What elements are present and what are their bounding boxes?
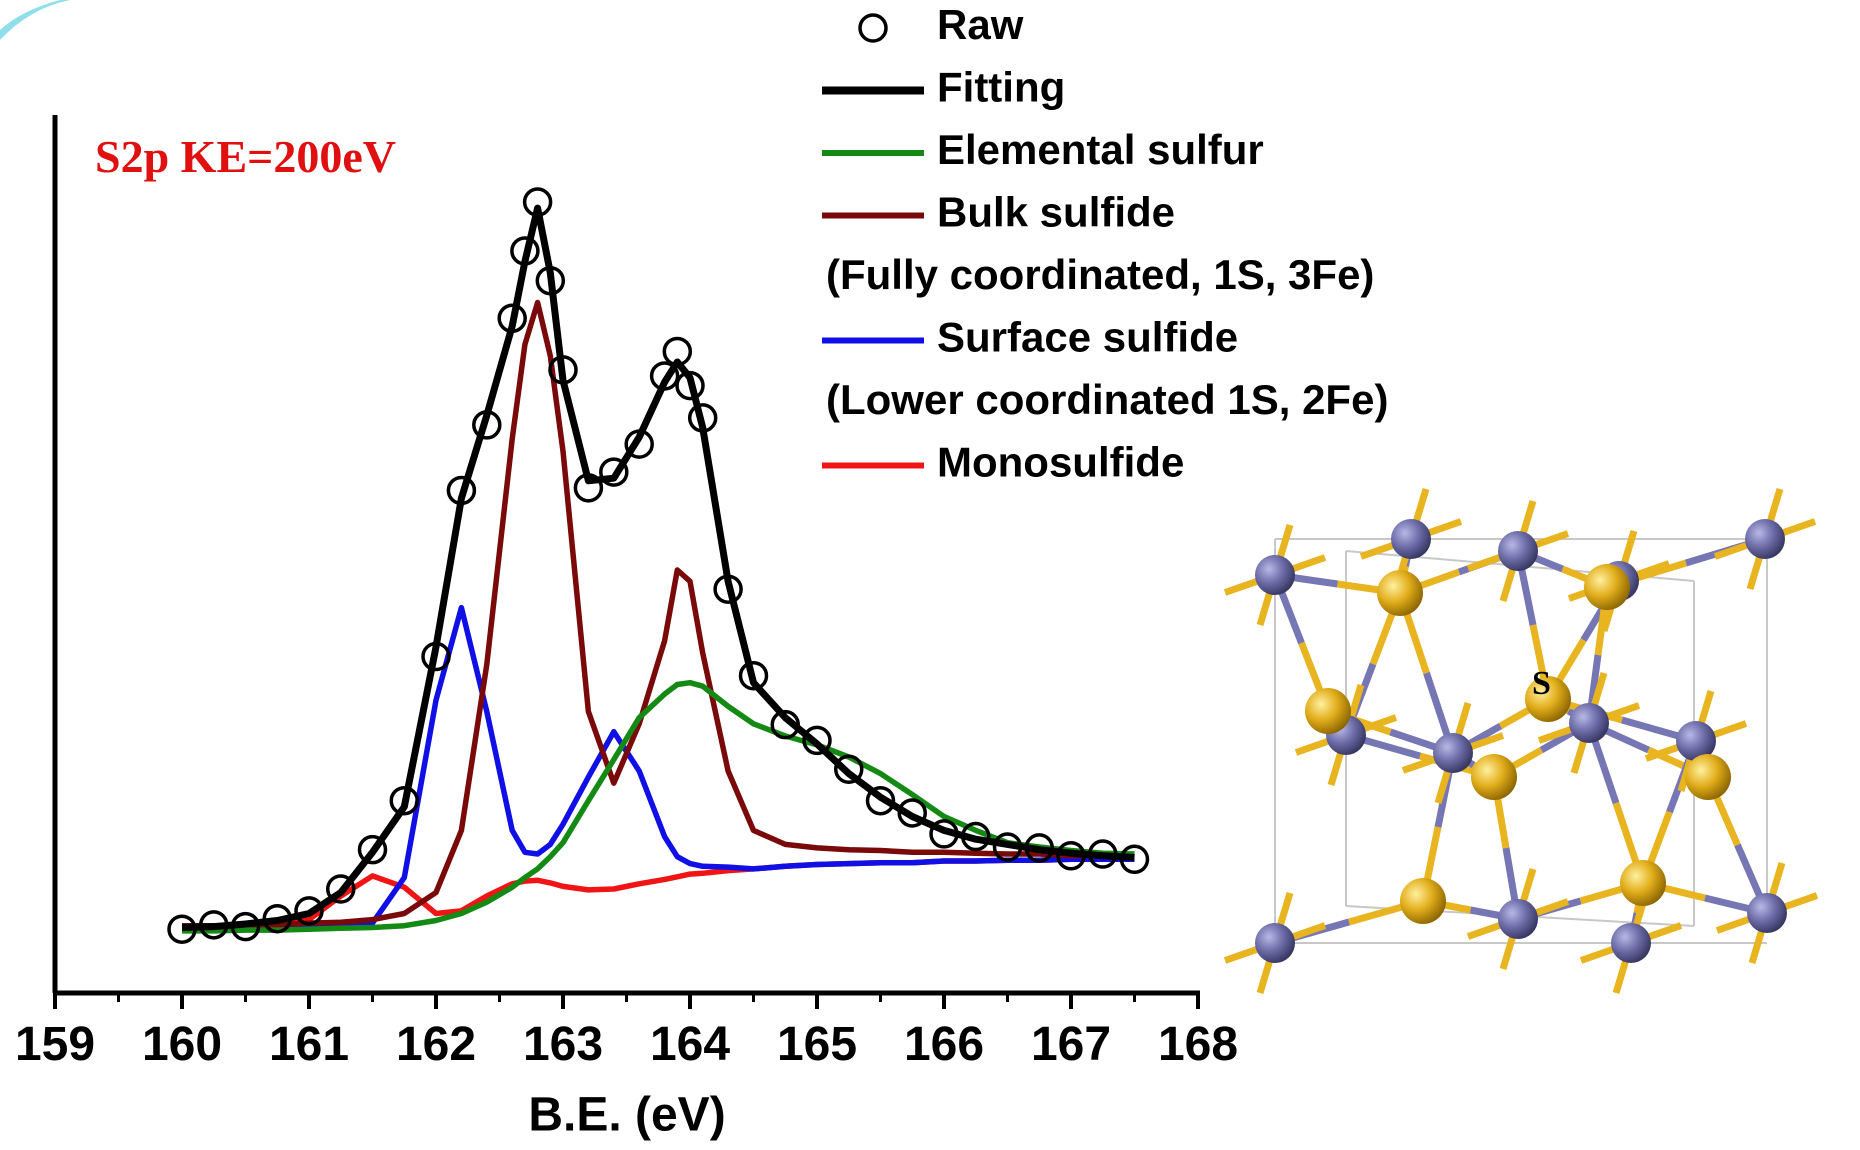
series-line (182, 683, 1135, 931)
fe-atom (1498, 899, 1538, 939)
series-line (182, 859, 1135, 927)
x-tick-label: 163 (523, 1018, 603, 1071)
s-atom (1400, 878, 1446, 924)
page: {"chart_data": { "type": "line", "title"… (0, 0, 1860, 1150)
x-axis-label: B.E. (eV) (528, 1089, 725, 1142)
s-atom (1305, 688, 1351, 734)
fe-atom (1745, 519, 1785, 559)
x-tick-label: 164 (650, 1018, 730, 1071)
fe-atom (1255, 555, 1295, 595)
fe-atom (1433, 733, 1473, 773)
legend-description: (Lower coordinated 1S, 2Fe) (826, 376, 1388, 423)
atom-label: S (1532, 665, 1551, 702)
x-tick-label: 159 (15, 1018, 95, 1071)
legend-label: Surface sulfide (937, 314, 1238, 361)
x-tick-label: 160 (142, 1018, 222, 1071)
x-tick-label: 167 (1031, 1018, 1111, 1071)
fe-atom (1255, 923, 1295, 963)
crystal-structure-inset: S (1192, 486, 1860, 993)
chart: 159 160 161 162 163 164 165 166 167 168 S2p KE=20… (0, 0, 1860, 1150)
legend-label: Monosulfide (937, 439, 1184, 486)
fe-atom (1498, 531, 1538, 571)
fe-atom (1747, 893, 1787, 933)
s-atom (1685, 754, 1731, 800)
s-atom (1620, 860, 1666, 906)
fe-atom (1391, 519, 1431, 559)
legend-label: Bulk sulfide (937, 189, 1175, 236)
fe-atom (1611, 923, 1651, 963)
x-tick-label: 165 (777, 1018, 857, 1071)
legend-label: Fitting (937, 64, 1065, 111)
chart-title: S2p KE=200eV (95, 131, 396, 182)
s-atom (1377, 570, 1423, 616)
corner-decoration (0, 0, 70, 40)
legend-label: Elemental sulfur (937, 126, 1264, 173)
s-atom (1584, 564, 1630, 610)
x-tick-label: 166 (904, 1018, 984, 1071)
x-tick-label: 161 (269, 1018, 349, 1071)
legend-marker (860, 15, 886, 41)
legend: Raw Fitting Elemental sulfur Bulk sulfide (F… (822, 1, 1388, 486)
legend-label: Raw (937, 1, 1024, 48)
s-atom (1471, 754, 1517, 800)
legend-description: (Fully coordinated, 1S, 3Fe) (826, 251, 1374, 298)
x-tick-label: 162 (396, 1018, 476, 1071)
fe-atom (1569, 703, 1609, 743)
x-tick-label: 168 (1158, 1018, 1238, 1071)
